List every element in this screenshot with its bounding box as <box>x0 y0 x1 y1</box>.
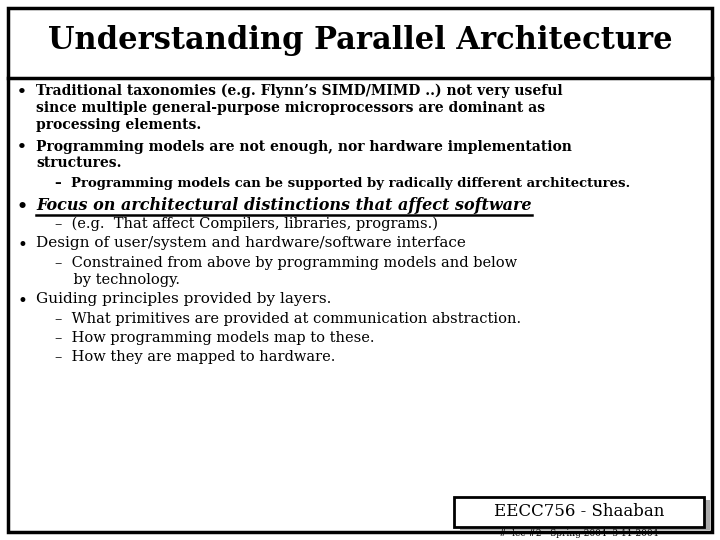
Text: –  What primitives are provided at communication abstraction.: – What primitives are provided at commun… <box>55 312 521 326</box>
Bar <box>454 497 704 527</box>
Text: •: • <box>17 85 27 99</box>
Text: •: • <box>17 140 27 154</box>
Text: –  How programming models map to these.: – How programming models map to these. <box>55 331 374 345</box>
Text: Traditional taxonomies (e.g. Flynn’s SIMD/MIMD ..) not very useful
since multipl: Traditional taxonomies (e.g. Flynn’s SIM… <box>36 84 562 132</box>
Text: EECC756 - Shaaban: EECC756 - Shaaban <box>494 503 664 521</box>
Text: #  lec #2   Spring 2004  3-11-2004: # lec #2 Spring 2004 3-11-2004 <box>499 530 659 538</box>
Text: –  How they are mapped to hardware.: – How they are mapped to hardware. <box>55 350 336 364</box>
Text: Programming models are not enough, nor hardware implementation
structures.: Programming models are not enough, nor h… <box>36 139 572 170</box>
Text: Understanding Parallel Architecture: Understanding Parallel Architecture <box>48 25 672 57</box>
Text: –  Programming models can be supported by radically different architectures.: – Programming models can be supported by… <box>55 178 630 191</box>
Text: –  (e.g.  That affect Compilers, libraries, programs.): – (e.g. That affect Compilers, libraries… <box>55 217 438 232</box>
Text: Design of user/system and hardware/software interface: Design of user/system and hardware/softw… <box>36 236 466 250</box>
Text: •: • <box>17 198 27 214</box>
Text: •: • <box>17 293 27 309</box>
Text: Focus on architectural distinctions that affect software: Focus on architectural distinctions that… <box>36 197 531 213</box>
Text: •: • <box>17 237 27 254</box>
Bar <box>460 500 710 530</box>
Text: –  Constrained from above by programming models and below
    by technology.: – Constrained from above by programming … <box>55 256 517 287</box>
Text: Guiding principles provided by layers.: Guiding principles provided by layers. <box>36 292 331 306</box>
